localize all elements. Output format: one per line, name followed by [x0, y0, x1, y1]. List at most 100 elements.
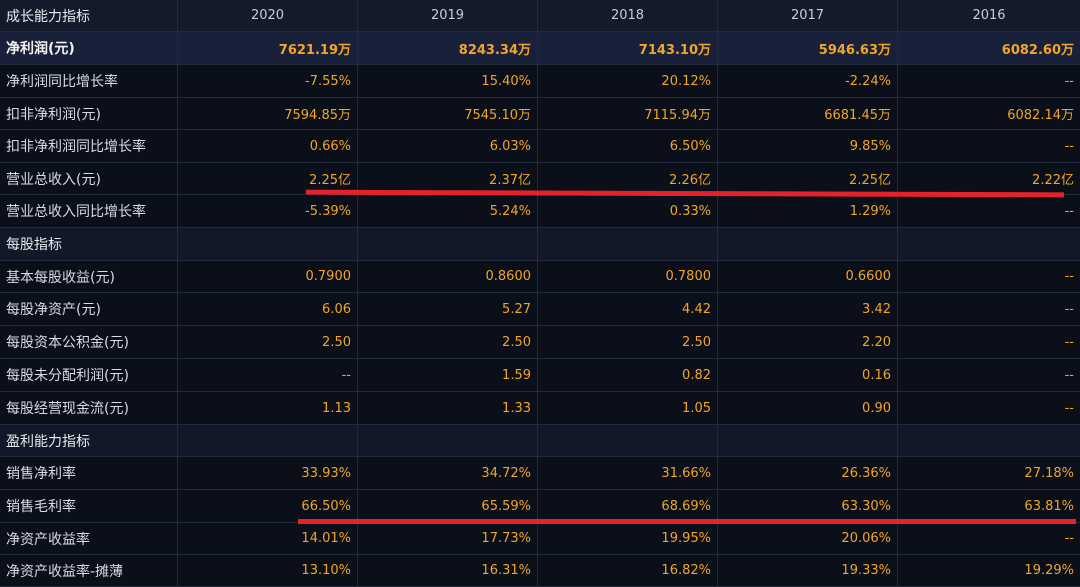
table-cell: 63.30%	[718, 490, 898, 522]
table-cell: 2.50	[358, 326, 538, 358]
table-cell: 15.40%	[358, 65, 538, 97]
year-header[interactable]: 2019	[358, 0, 538, 31]
table-cell: 1.29%	[718, 195, 898, 227]
table-cell: 9.85%	[718, 130, 898, 162]
table-cell: 7594.85万	[178, 98, 358, 129]
table-row[interactable]: 销售净利率 33.93% 34.72% 31.66% 26.36% 27.18%	[0, 457, 1080, 490]
table-cell: 0.7900	[178, 261, 358, 292]
table-cell	[898, 228, 1080, 260]
table-cell: 2.20	[718, 326, 898, 358]
table-cell: 1.33	[358, 392, 538, 424]
table-row[interactable]: 每股资本公积金(元) 2.50 2.50 2.50 2.20 --	[0, 326, 1080, 359]
table-cell: 7115.94万	[538, 98, 718, 129]
table-cell: 5.24%	[358, 195, 538, 227]
table-cell	[358, 425, 538, 456]
table-cell: 0.6600	[718, 261, 898, 292]
table-cell	[178, 228, 358, 260]
year-header[interactable]: 2017	[718, 0, 898, 31]
table-cell: 7143.10万	[538, 32, 718, 64]
table-cell: 13.10%	[178, 555, 358, 586]
table-cell: 2.22亿	[1032, 173, 1074, 188]
row-label: 净资产收益率	[0, 523, 178, 554]
table-cell: 20.12%	[538, 65, 718, 97]
table-cell: --	[1064, 73, 1074, 89]
table-cell	[358, 228, 538, 260]
table-cell: 4.42	[538, 293, 718, 325]
section-title-profitability: 盈利能力指标	[0, 425, 178, 456]
table-row[interactable]: 扣非净利润同比增长率 0.66% 6.03% 6.50% 9.85% --	[0, 130, 1080, 163]
row-label: 每股未分配利润(元)	[0, 359, 178, 391]
table-cell: 3.42	[718, 293, 898, 325]
row-label: 扣非净利润同比增长率	[0, 130, 178, 162]
table-cell: 14.01%	[178, 523, 358, 554]
year-header[interactable]: 2020	[178, 0, 358, 31]
table-cell: -5.39%	[178, 195, 358, 227]
section-header-row: 每股指标	[0, 228, 1080, 261]
table-cell: 6082.60万	[1001, 42, 1074, 58]
table-row[interactable]: 扣非净利润(元) 7594.85万 7545.10万 7115.94万 6681…	[0, 98, 1080, 130]
table-cell	[538, 228, 718, 260]
table-cell: 2.37亿	[358, 163, 538, 194]
table-row[interactable]: 销售毛利率 66.50% 65.59% 68.69% 63.30% 63.81%	[0, 490, 1080, 523]
year-header[interactable]: 2018	[538, 0, 718, 31]
table-cell: 6.06	[178, 293, 358, 325]
table-cell: 16.31%	[358, 555, 538, 586]
table-cell: --	[1064, 334, 1074, 350]
table-cell: 27.18%	[1024, 465, 1074, 481]
table-cell: 6681.45万	[718, 98, 898, 129]
table-cell: 16.82%	[538, 555, 718, 586]
table-cell: 0.33%	[538, 195, 718, 227]
table-cell: 2.50	[538, 326, 718, 358]
table-row[interactable]: 净资产收益率-摊薄 13.10% 16.31% 16.82% 19.33% 19…	[0, 555, 1080, 587]
table-cell	[718, 228, 898, 260]
gross-margin-underline-annotation	[298, 519, 1076, 524]
section-title-growth: 成长能力指标	[0, 0, 178, 31]
table-cell: 8243.34万	[358, 32, 538, 64]
table-cell: 0.7800	[538, 261, 718, 292]
table-row[interactable]: 每股净资产(元) 6.06 5.27 4.42 3.42 --	[0, 293, 1080, 326]
table-header-row: 成长能力指标 2020 2019 2018 2017 2016	[0, 0, 1080, 32]
table-row[interactable]: 净利润(元) 7621.19万 8243.34万 7143.10万 5946.6…	[0, 32, 1080, 65]
table-cell	[178, 425, 358, 456]
table-cell: 5.27	[358, 293, 538, 325]
table-cell: --	[1064, 301, 1074, 317]
table-cell: 26.36%	[718, 457, 898, 489]
table-cell: --	[178, 359, 358, 391]
table-cell	[898, 425, 1080, 456]
row-label: 每股经营现金流(元)	[0, 392, 178, 424]
table-row[interactable]: 净利润同比增长率 -7.55% 15.40% 20.12% -2.24% --	[0, 65, 1080, 98]
table-row[interactable]: 每股未分配利润(元) -- 1.59 0.82 0.16 --	[0, 359, 1080, 392]
table-cell: 34.72%	[358, 457, 538, 489]
table-row[interactable]: 每股经营现金流(元) 1.13 1.33 1.05 0.90 --	[0, 392, 1080, 425]
year-header[interactable]: 2016	[972, 8, 1006, 23]
table-cell: 2.25亿	[718, 163, 898, 194]
table-row[interactable]: 基本每股收益(元) 0.7900 0.8600 0.7800 0.6600 --	[0, 261, 1080, 293]
row-label: 基本每股收益(元)	[0, 261, 178, 292]
table-cell: 1.59	[358, 359, 538, 391]
table-cell: 7545.10万	[358, 98, 538, 129]
table-cell: 31.66%	[538, 457, 718, 489]
row-label: 销售毛利率	[0, 490, 178, 522]
row-label: 扣非净利润(元)	[0, 98, 178, 129]
table-cell: 0.66%	[178, 130, 358, 162]
table-cell: 63.81%	[1024, 498, 1074, 514]
row-label: 销售净利率	[0, 457, 178, 489]
table-cell: 19.29%	[1024, 563, 1074, 578]
row-label: 每股资本公积金(元)	[0, 326, 178, 358]
table-cell	[538, 425, 718, 456]
table-cell: 0.82	[538, 359, 718, 391]
table-cell: 20.06%	[718, 523, 898, 554]
section-header-row: 盈利能力指标	[0, 425, 1080, 457]
row-label: 净利润同比增长率	[0, 65, 178, 97]
table-cell: 33.93%	[178, 457, 358, 489]
table-cell: --	[1064, 203, 1074, 219]
table-row[interactable]: 营业总收入同比增长率 -5.39% 5.24% 0.33% 1.29% --	[0, 195, 1080, 228]
table-cell: 0.16	[718, 359, 898, 391]
table-cell: 2.25亿	[178, 163, 358, 194]
table-cell: 7621.19万	[178, 32, 358, 64]
table-cell: 6.03%	[358, 130, 538, 162]
row-label: 净资产收益率-摊薄	[0, 555, 178, 586]
table-cell: 19.33%	[718, 555, 898, 586]
table-row[interactable]: 净资产收益率 14.01% 17.73% 19.95% 20.06% --	[0, 523, 1080, 555]
table-cell: -2.24%	[718, 65, 898, 97]
